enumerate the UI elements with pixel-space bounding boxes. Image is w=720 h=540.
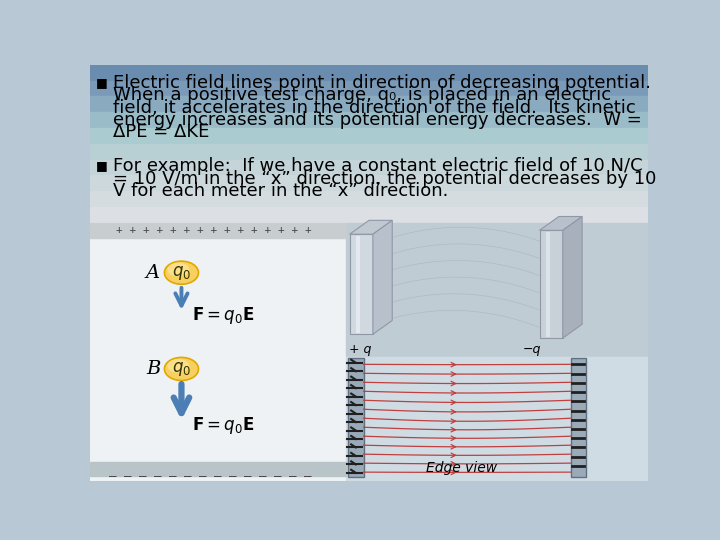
Text: B: B	[145, 360, 160, 378]
Bar	[90, 144, 648, 160]
Polygon shape	[563, 217, 582, 338]
Ellipse shape	[168, 262, 189, 276]
Text: _ _ _ _ _ _ _ _ _ _ _ _ _ _: _ _ _ _ _ _ _ _ _ _ _ _ _ _	[109, 463, 311, 476]
Ellipse shape	[164, 357, 199, 381]
Bar	[348, 358, 364, 477]
Text: V for each meter in the “x” direction.: V for each meter in the “x” direction.	[113, 182, 449, 200]
Bar	[539, 231, 563, 338]
Text: A: A	[145, 264, 160, 282]
Polygon shape	[539, 217, 582, 231]
Text: Edge view: Edge view	[426, 461, 498, 475]
Bar	[90, 65, 648, 81]
Text: ■: ■	[96, 159, 108, 172]
Bar	[90, 207, 648, 223]
Text: $q_0$: $q_0$	[172, 264, 191, 282]
Bar	[90, 159, 648, 176]
Text: Electric field lines point in direction of decreasing potential.: Electric field lines point in direction …	[113, 74, 652, 92]
Text: field, it accelerates in the direction of the field.  Its kinetic: field, it accelerates in the direction o…	[113, 99, 636, 117]
Text: = 10 V/m in the “x” direction, the potential decreases by 10: = 10 V/m in the “x” direction, the poten…	[113, 170, 657, 187]
Bar	[346, 222, 648, 357]
Bar	[90, 128, 648, 144]
Text: $\mathbf{F} = q_0\mathbf{E}$: $\mathbf{F} = q_0\mathbf{E}$	[192, 415, 255, 436]
Bar	[350, 234, 373, 334]
Polygon shape	[373, 220, 392, 334]
Text: + q: + q	[348, 343, 371, 356]
Text: −q: −q	[523, 343, 541, 356]
Text: ■: ■	[96, 76, 108, 89]
Ellipse shape	[168, 359, 189, 373]
Polygon shape	[350, 220, 392, 234]
Bar	[90, 222, 346, 481]
Text: $q_0$: $q_0$	[172, 360, 191, 378]
Bar	[346, 357, 648, 481]
Bar	[90, 80, 648, 97]
Text: energy increases and its potential energy decreases.  W =: energy increases and its potential energ…	[113, 111, 642, 129]
Bar	[90, 222, 346, 238]
Bar	[90, 462, 346, 476]
Bar	[90, 176, 648, 192]
Text: When a positive test charge, q₀, is placed in an electric: When a positive test charge, q₀, is plac…	[113, 86, 611, 104]
Bar	[90, 191, 648, 207]
Bar	[90, 112, 648, 129]
Bar	[356, 236, 361, 333]
Ellipse shape	[164, 261, 199, 284]
Bar	[546, 232, 550, 336]
Text: $\mathbf{F} = q_0\mathbf{E}$: $\mathbf{F} = q_0\mathbf{E}$	[192, 305, 255, 326]
Text: For example:  If we have a constant electric field of 10 N/C: For example: If we have a constant elect…	[113, 157, 643, 175]
Bar	[570, 358, 586, 477]
Text: + + + + + + + + + + + + + + +: + + + + + + + + + + + + + + +	[116, 225, 312, 235]
Bar	[90, 96, 648, 112]
Text: ΔPE = ΔKE: ΔPE = ΔKE	[113, 123, 210, 141]
